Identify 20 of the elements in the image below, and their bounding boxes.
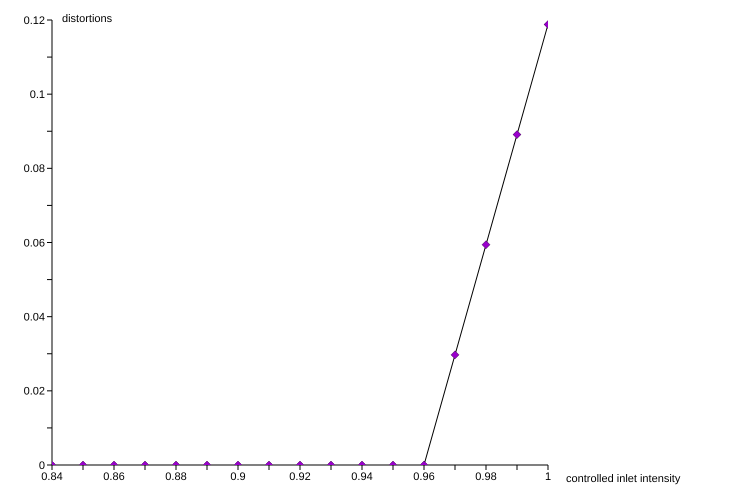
x-axis-title: controlled inlet intensity (566, 473, 681, 485)
x-tick-label: 0.96 (413, 470, 435, 483)
x-tick-label: 0.88 (165, 470, 187, 483)
point (512, 130, 522, 139)
x-tick-label: 1 (544, 470, 552, 483)
x-tick-label: 0.86 (103, 470, 125, 483)
y-tick-label: 0.04 (24, 312, 45, 324)
y-tick-label: 0 (38, 460, 45, 472)
x-tick-label: 0.84 (41, 470, 63, 483)
y-tick-label: 0.08 (24, 163, 45, 176)
x-tick-label: 0.9 (230, 470, 246, 483)
x-tick-label: 0.94 (351, 470, 373, 483)
y-tick-label: 0.12 (24, 14, 45, 27)
x-tick-label: 0.92 (289, 470, 311, 483)
y-tick-label: 0.06 (24, 237, 45, 250)
x-tick-label: 0.98 (475, 470, 497, 483)
y-tick-label: 0.1 (30, 89, 45, 102)
y-tick-label: 0.02 (24, 386, 45, 398)
y-axis-title: distortions (62, 13, 113, 25)
point (482, 240, 490, 249)
